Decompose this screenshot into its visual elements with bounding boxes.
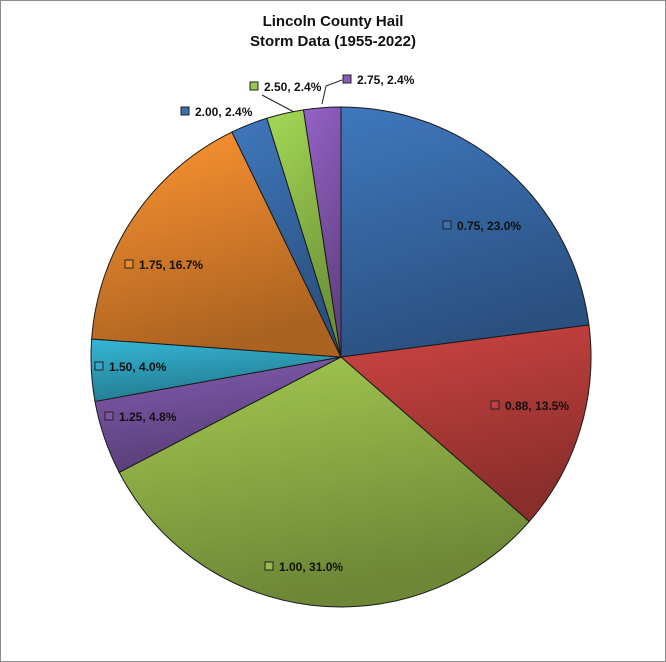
legend-key-0-75 — [442, 220, 452, 230]
data-label-1-25: 1.25, 4.8% — [104, 410, 177, 424]
data-label-1-00: 1.00, 31.0% — [264, 560, 343, 574]
leader-line-2-50 — [261, 94, 295, 113]
data-label-text-1-25: 1.25, 4.8% — [119, 410, 177, 424]
data-label-1-50: 1.50, 4.0% — [94, 360, 167, 374]
data-label-text-2-50: 2.50, 2.4% — [264, 80, 322, 94]
data-label-text-0-75: 0.75, 23.0% — [457, 219, 521, 233]
pie-slices — [90, 106, 592, 608]
legend-key-1-50 — [94, 361, 104, 371]
data-label-0-88: 0.88, 13.5% — [490, 399, 569, 413]
data-label-text-2-00: 2.00, 2.4% — [195, 105, 253, 119]
data-label-text-1-75: 1.75, 16.7% — [139, 258, 203, 272]
pie-slice-2-75 — [302, 106, 342, 358]
pie-slice-0-75 — [340, 106, 590, 358]
pie-slice-0-88 — [339, 324, 592, 523]
leader-line-2-75 — [321, 79, 343, 105]
legend-key-0-88 — [490, 400, 500, 410]
data-label-text-1-00: 1.00, 31.0% — [279, 560, 343, 574]
data-label-2-00: 2.00, 2.4% — [180, 105, 253, 119]
data-label-2-75: 2.75, 2.4% — [342, 73, 415, 87]
legend-key-2-00 — [180, 106, 190, 116]
legend-key-2-75 — [342, 74, 352, 84]
data-label-text-0-88: 0.88, 13.5% — [505, 399, 569, 413]
legend-key-1-25 — [104, 411, 114, 421]
data-labels: 0.75, 23.0% 0.88, 13.5% 1.00, 31.0% 1.25, 4… — [94, 73, 569, 574]
chart-title-line-1: Lincoln County Hail — [262, 13, 404, 30]
leader-lines — [261, 79, 343, 113]
pie-slice-1-75 — [91, 131, 342, 358]
data-label-1-75: 1.75, 16.7% — [124, 258, 203, 272]
data-label-0-75: 0.75, 23.0% — [442, 219, 521, 233]
chart-title-line-2: Storm Data (1955-2022) — [250, 33, 416, 50]
data-label-text-1-50: 1.50, 4.0% — [109, 360, 167, 374]
data-label-text-2-75: 2.75, 2.4% — [357, 73, 415, 87]
legend-key-1-00 — [264, 561, 274, 571]
legend-key-2-50 — [249, 81, 259, 91]
data-label-2-50: 2.50, 2.4% — [249, 80, 322, 94]
legend-key-1-75 — [124, 259, 134, 269]
chart-title: Lincoln County Hail Storm Data (1955-202… — [0, 12, 666, 52]
